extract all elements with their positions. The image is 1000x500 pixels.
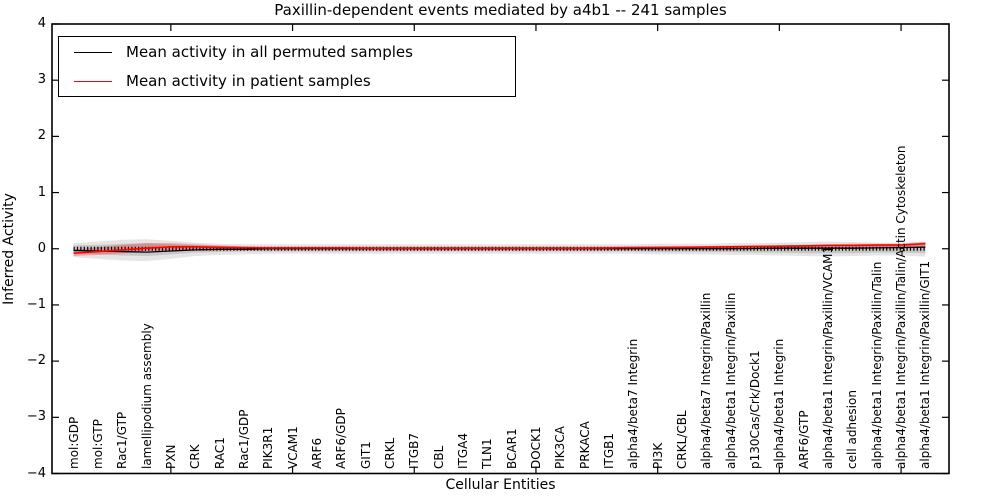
patient-mean-line (73, 242, 926, 255)
y-tick-label: −2 (26, 353, 46, 369)
chart-title: Paxillin-dependent events mediated by a4… (274, 1, 727, 19)
x-tick-label: PIK3CA (553, 426, 568, 469)
legend-item-patient: Mean activity in patient samples (59, 67, 515, 95)
x-tick-label: alpha4/beta1 Integrin/Paxillin/Talin (869, 261, 884, 469)
x-tick-label: ARF6/GDP (334, 408, 349, 469)
legend-item-permuted: Mean activity in all permuted samples (59, 38, 515, 66)
y-tick-label: 0 (37, 240, 46, 256)
x-tick-label: alpha4/beta7 Integrin (626, 338, 641, 469)
x-tick-label: PRKACA (577, 421, 592, 469)
y-tick-label: −4 (26, 465, 46, 481)
x-tick-label: lamellipodium assembly (139, 323, 154, 469)
x-tick-label: p130Cas/Crk/Dock1 (748, 350, 763, 469)
legend-line-patient-icon (74, 80, 112, 82)
x-tick-label: DOCK1 (528, 426, 543, 469)
legend: Mean activity in all permuted samples Me… (58, 36, 516, 97)
x-tick-label: alpha4/beta1 Integrin (772, 338, 787, 469)
y-axis-label: Inferred Activity (1, 193, 17, 305)
x-tick-label: PI3K (650, 442, 665, 469)
y-tick-label: 3 (37, 72, 46, 88)
y-tick-label: 4 (37, 16, 46, 31)
x-tick-label: mol:GTP (90, 419, 105, 469)
y-tick-label: −1 (26, 296, 46, 312)
x-tick-label: PXN (163, 444, 178, 469)
x-tick-label: ITGB1 (601, 432, 616, 469)
x-tick-label: BCAR1 (504, 428, 519, 469)
y-tick-label: 2 (37, 128, 46, 144)
x-tick-label: cell adhesion (845, 390, 860, 469)
x-tick-label: VCAM1 (285, 426, 300, 469)
x-tick-label: CRK (188, 444, 203, 469)
x-tick-label: alpha4/beta7 Integrin/Paxillin (699, 292, 714, 469)
x-tick-label: Rac1/GTP (115, 411, 130, 469)
legend-label-permuted: Mean activity in all permuted samples (126, 43, 413, 61)
x-tick-label: mol:GDP (66, 416, 81, 469)
x-tick-label: GIT1 (358, 441, 373, 469)
x-tick-label: alpha4/beta1 Integrin/Paxillin/GIT1 (918, 260, 933, 469)
x-tick-label: alpha4/beta1 Integrin/Paxillin/Talin/Act… (894, 145, 909, 469)
x-tick-label: alpha4/beta1 Integrin/Paxillin (723, 292, 738, 469)
y-tick-label: 1 (37, 184, 46, 200)
x-tick-label: RAC1 (212, 437, 227, 469)
x-tick-label: alpha4/beta1 Integrin/Paxillin/VCAM1 (821, 245, 836, 469)
x-tick-label: ITGB7 (407, 432, 422, 469)
x-tick-label: PIK3R1 (261, 426, 276, 469)
x-axis-label: Cellular Entities (445, 477, 556, 493)
x-tick-label: ARF6 (309, 437, 324, 469)
x-tick-label: CBL (431, 445, 446, 469)
x-tick-label: TLN1 (480, 438, 495, 469)
x-tick-label: CRKL/CBL (675, 410, 689, 469)
y-tick-label: −3 (26, 409, 46, 425)
x-tick-label: CRKL (382, 437, 397, 469)
legend-label-patient: Mean activity in patient samples (126, 72, 371, 90)
x-tick-label: ARF6/GTP (796, 410, 811, 469)
legend-line-permuted-icon (74, 51, 112, 53)
x-tick-label: Rac1/GDP (236, 409, 251, 469)
x-tick-label: ITGA4 (455, 432, 470, 469)
